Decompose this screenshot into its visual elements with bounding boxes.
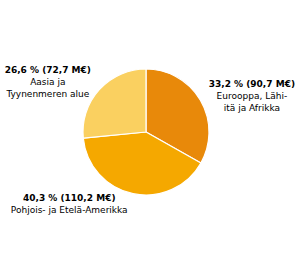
svg-text:40,3 % (110,2 M€)Pohjois- ja E: 40,3 % (110,2 M€)Pohjois- ja Etelä-Ameri…: [11, 193, 128, 215]
svg-text:26,6 % (72,7 M€)Aasia jaTyynen: 26,6 % (72,7 M€)Aasia jaTyynenmeren alue: [5, 65, 91, 98]
svg-text:33,2 % (90,7 M€)Eurooppa, Lähi: 33,2 % (90,7 M€)Eurooppa, Lähi-itä ja Af…: [209, 79, 295, 112]
